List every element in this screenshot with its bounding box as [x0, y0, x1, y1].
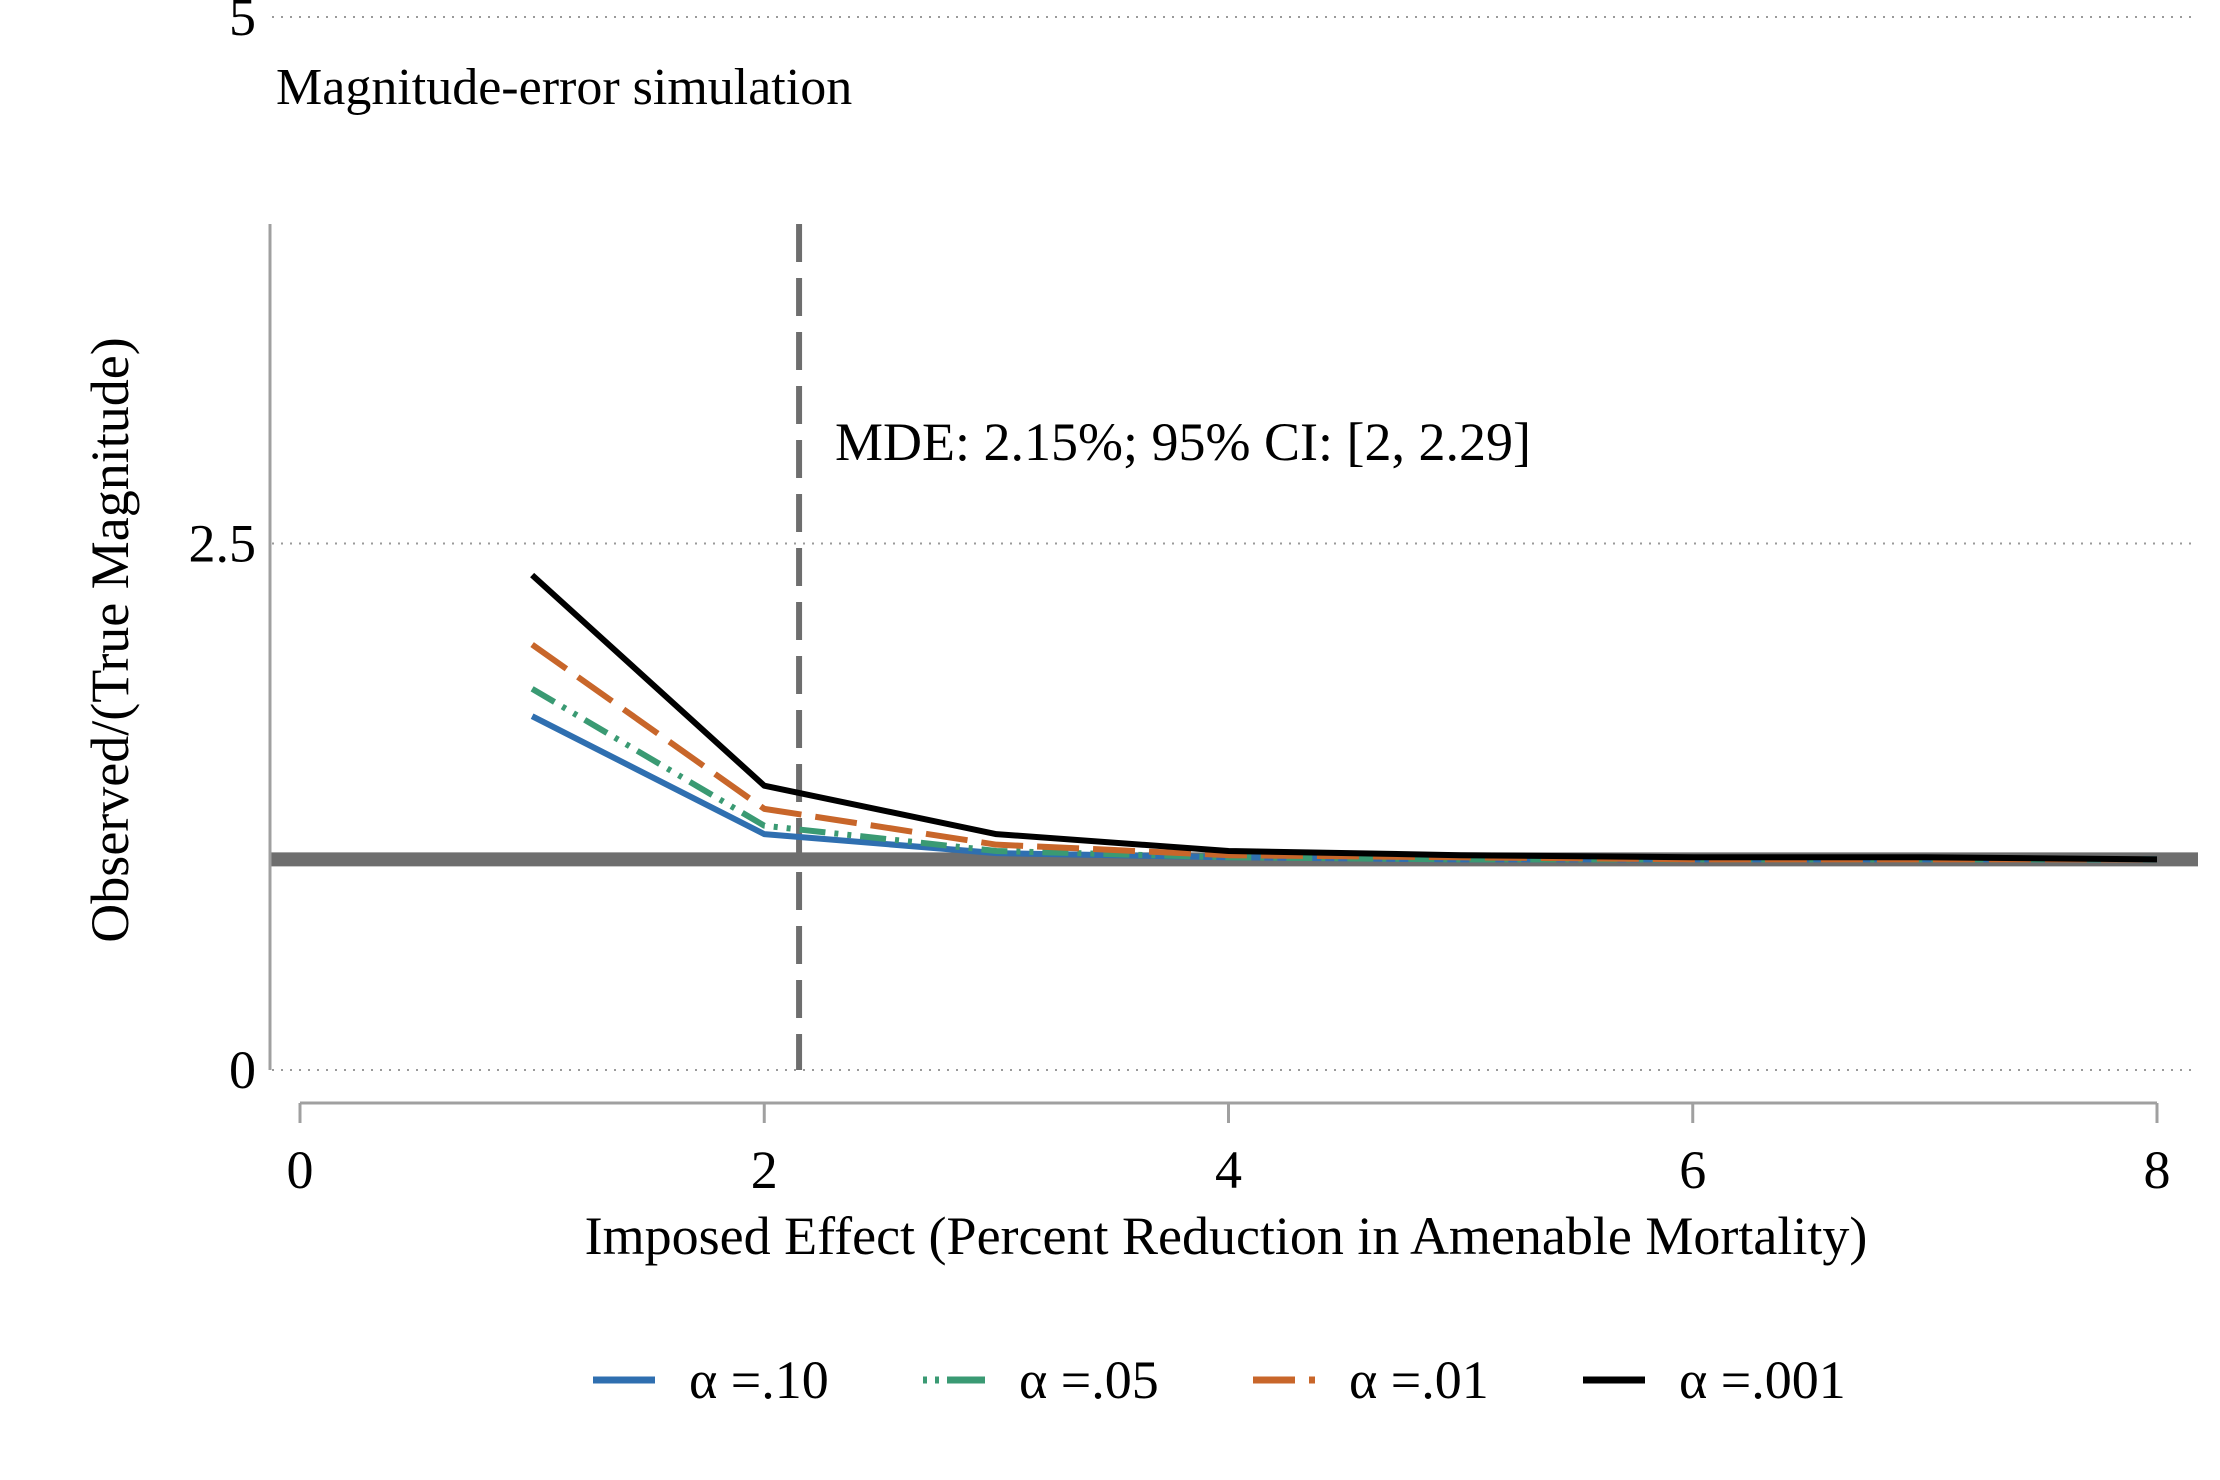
legend-label-2: α =.05: [1019, 1350, 1159, 1410]
chart-subtitle: Magnitude-error simulation: [276, 59, 852, 116]
y-tick-label: 0: [229, 1040, 256, 1100]
legend-label-3: α =.01: [1349, 1350, 1489, 1410]
grid-layer: 02.55: [189, 0, 2198, 1100]
x-tick-label: 2: [751, 1140, 778, 1200]
legend-label-1: α =.10: [689, 1350, 829, 1410]
y-tick-label: 2.5: [189, 514, 257, 574]
series-layer: [530, 572, 2158, 863]
legend: α =.10 α =.05 α =.01 α =.001: [593, 1350, 1846, 1410]
y-tick-label: 5: [229, 0, 256, 47]
mde-annotation: MDE: 2.15%; 95% CI: [2, 2.29]: [835, 412, 1531, 472]
x-tick-label: 4: [1215, 1140, 1242, 1200]
legend-label-4: α =.001: [1679, 1350, 1846, 1410]
x-axis-label: Imposed Effect (Percent Reduction in Ame…: [585, 1206, 1868, 1266]
x-tick-label: 8: [2144, 1140, 2171, 1200]
x-tick-label: 0: [287, 1140, 314, 1200]
axes: 0 2 4 6 8: [268, 224, 2171, 1200]
x-tick-label: 6: [1679, 1140, 1706, 1200]
reference-lines: [270, 224, 2198, 1070]
series-line-4: [530, 572, 2158, 863]
y-axis-label: Observed/(True Magnitude): [80, 337, 140, 942]
